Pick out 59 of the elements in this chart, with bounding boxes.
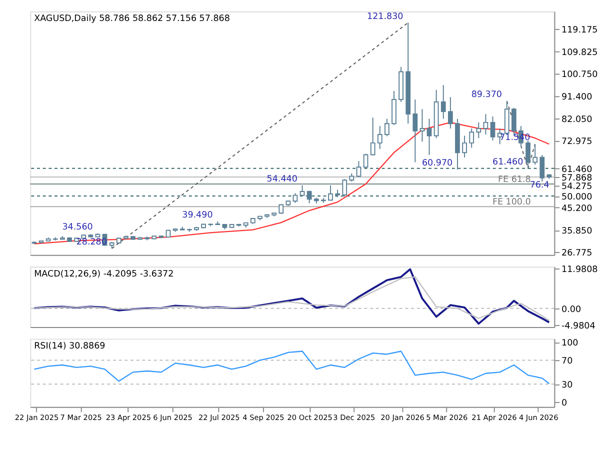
chart-title: MACD(12,26,9) -4.2095 -3.6372 <box>34 269 174 280</box>
candlestick <box>426 118 432 156</box>
candlestick <box>384 118 390 137</box>
y-tick-label: 91.400 <box>562 92 592 103</box>
y-tick-label: 45.200 <box>562 204 592 214</box>
annotation: 39.490 <box>182 210 213 221</box>
y-tick-label: 119.175 <box>562 26 598 36</box>
candlestick <box>483 113 488 135</box>
y-tick-label: 100 <box>562 338 578 349</box>
candlestick <box>476 122 482 139</box>
annotation: 61.460 <box>492 157 524 168</box>
candlestick <box>306 190 312 204</box>
candlestick <box>448 96 453 129</box>
candlestick <box>440 84 446 120</box>
annotation: 34.560 <box>62 222 93 232</box>
candlestick <box>342 178 348 198</box>
candlestick <box>300 184 305 198</box>
candlestick <box>278 204 284 214</box>
candlestick <box>356 160 362 178</box>
candlestick <box>370 117 376 156</box>
line-series <box>34 350 550 384</box>
y-tick-label: 61.460 <box>562 164 592 175</box>
y-tick-label: 109.825 <box>562 48 598 58</box>
chart-title: XAGUSD,Daily 58.786 58.862 57.156 57.868 <box>34 14 230 24</box>
ref-line-label: FE 100.0 <box>492 198 531 208</box>
y-tick-label: 35.850 <box>562 226 592 237</box>
ref-line-label: FE 61.8 <box>498 175 531 186</box>
y-tick-label: 50.000 <box>562 192 592 202</box>
annotation: 60.970 <box>422 158 453 169</box>
y-tick-label: 82.050 <box>562 115 592 126</box>
candlestick <box>377 126 382 150</box>
candlestick <box>526 140 530 169</box>
candlestick <box>420 108 425 142</box>
candlestick <box>462 135 467 158</box>
annotation: 54.440 <box>266 174 298 184</box>
y-tick-label: -4.9804 <box>562 321 596 332</box>
candlestick <box>490 116 496 142</box>
candlestick <box>292 192 298 204</box>
line-series <box>33 268 550 325</box>
annotation: 89.370 <box>471 90 502 100</box>
annotation: 121.830 <box>367 12 404 22</box>
line-series <box>34 276 550 322</box>
candlestick <box>412 99 418 163</box>
y-tick-label: 57.868 <box>562 173 592 184</box>
candlestick <box>532 144 538 166</box>
y-tick-label: 0.00 <box>562 304 582 315</box>
candlestick <box>469 128 474 148</box>
candlestick <box>363 153 368 169</box>
y-tick-label: 70 <box>562 356 573 367</box>
y-tick-label: 54.275 <box>562 182 592 192</box>
candlestick <box>540 154 545 182</box>
y-tick-label: 100.750 <box>562 70 598 80</box>
candlestick <box>328 184 333 202</box>
y-tick-label: 26.775 <box>562 248 592 258</box>
y-tick-label: 0 <box>562 398 568 408</box>
y-tick-label: 11.9808 <box>562 265 598 276</box>
y-tick-label: 30 <box>562 380 573 391</box>
y-tick-label: 72.975 <box>562 137 592 147</box>
chart-title: RSI(14) 30.8869 <box>34 341 106 352</box>
